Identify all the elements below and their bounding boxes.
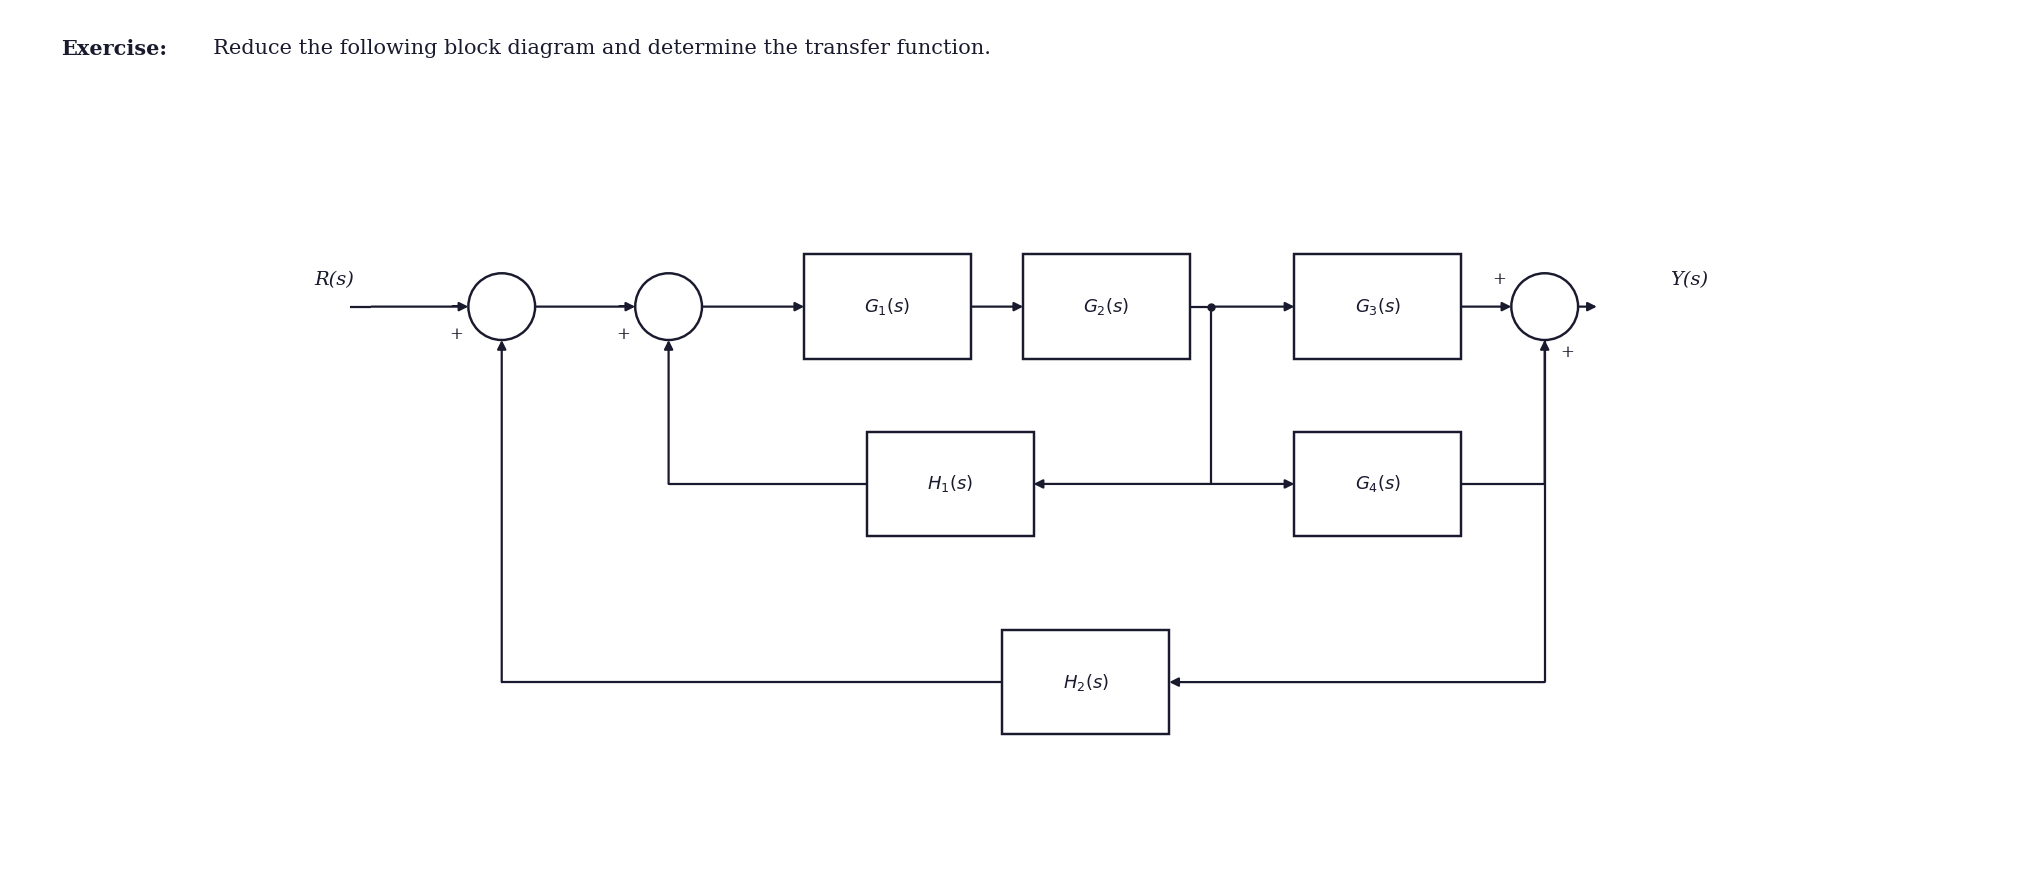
Text: Reduce the following block diagram and determine the transfer function.: Reduce the following block diagram and d… (200, 39, 992, 59)
Text: $G_3(s)$: $G_3(s)$ (1354, 296, 1401, 317)
Bar (1024, 254, 1191, 359)
Text: $G_2(s)$: $G_2(s)$ (1083, 296, 1130, 317)
Text: $G_1(s)$: $G_1(s)$ (865, 296, 910, 317)
Bar (1002, 630, 1169, 734)
Circle shape (468, 274, 535, 340)
Text: $G_4(s)$: $G_4(s)$ (1354, 474, 1401, 495)
Text: $H_1(s)$: $H_1(s)$ (926, 474, 973, 495)
Text: +: + (1492, 271, 1507, 288)
Circle shape (1511, 274, 1578, 340)
Text: Y(s): Y(s) (1670, 272, 1708, 289)
Bar (1295, 432, 1462, 536)
Text: Exercise:: Exercise: (61, 39, 167, 59)
Text: +: + (615, 326, 629, 343)
Text: +: + (1562, 344, 1574, 361)
Bar (1295, 254, 1462, 359)
Text: −: − (448, 298, 462, 316)
Text: R(s): R(s) (314, 272, 354, 289)
Text: −: − (615, 298, 629, 316)
Circle shape (635, 274, 702, 340)
Text: +: + (448, 326, 462, 343)
Bar (804, 254, 971, 359)
Bar (867, 432, 1034, 536)
Text: $H_2(s)$: $H_2(s)$ (1063, 671, 1110, 692)
